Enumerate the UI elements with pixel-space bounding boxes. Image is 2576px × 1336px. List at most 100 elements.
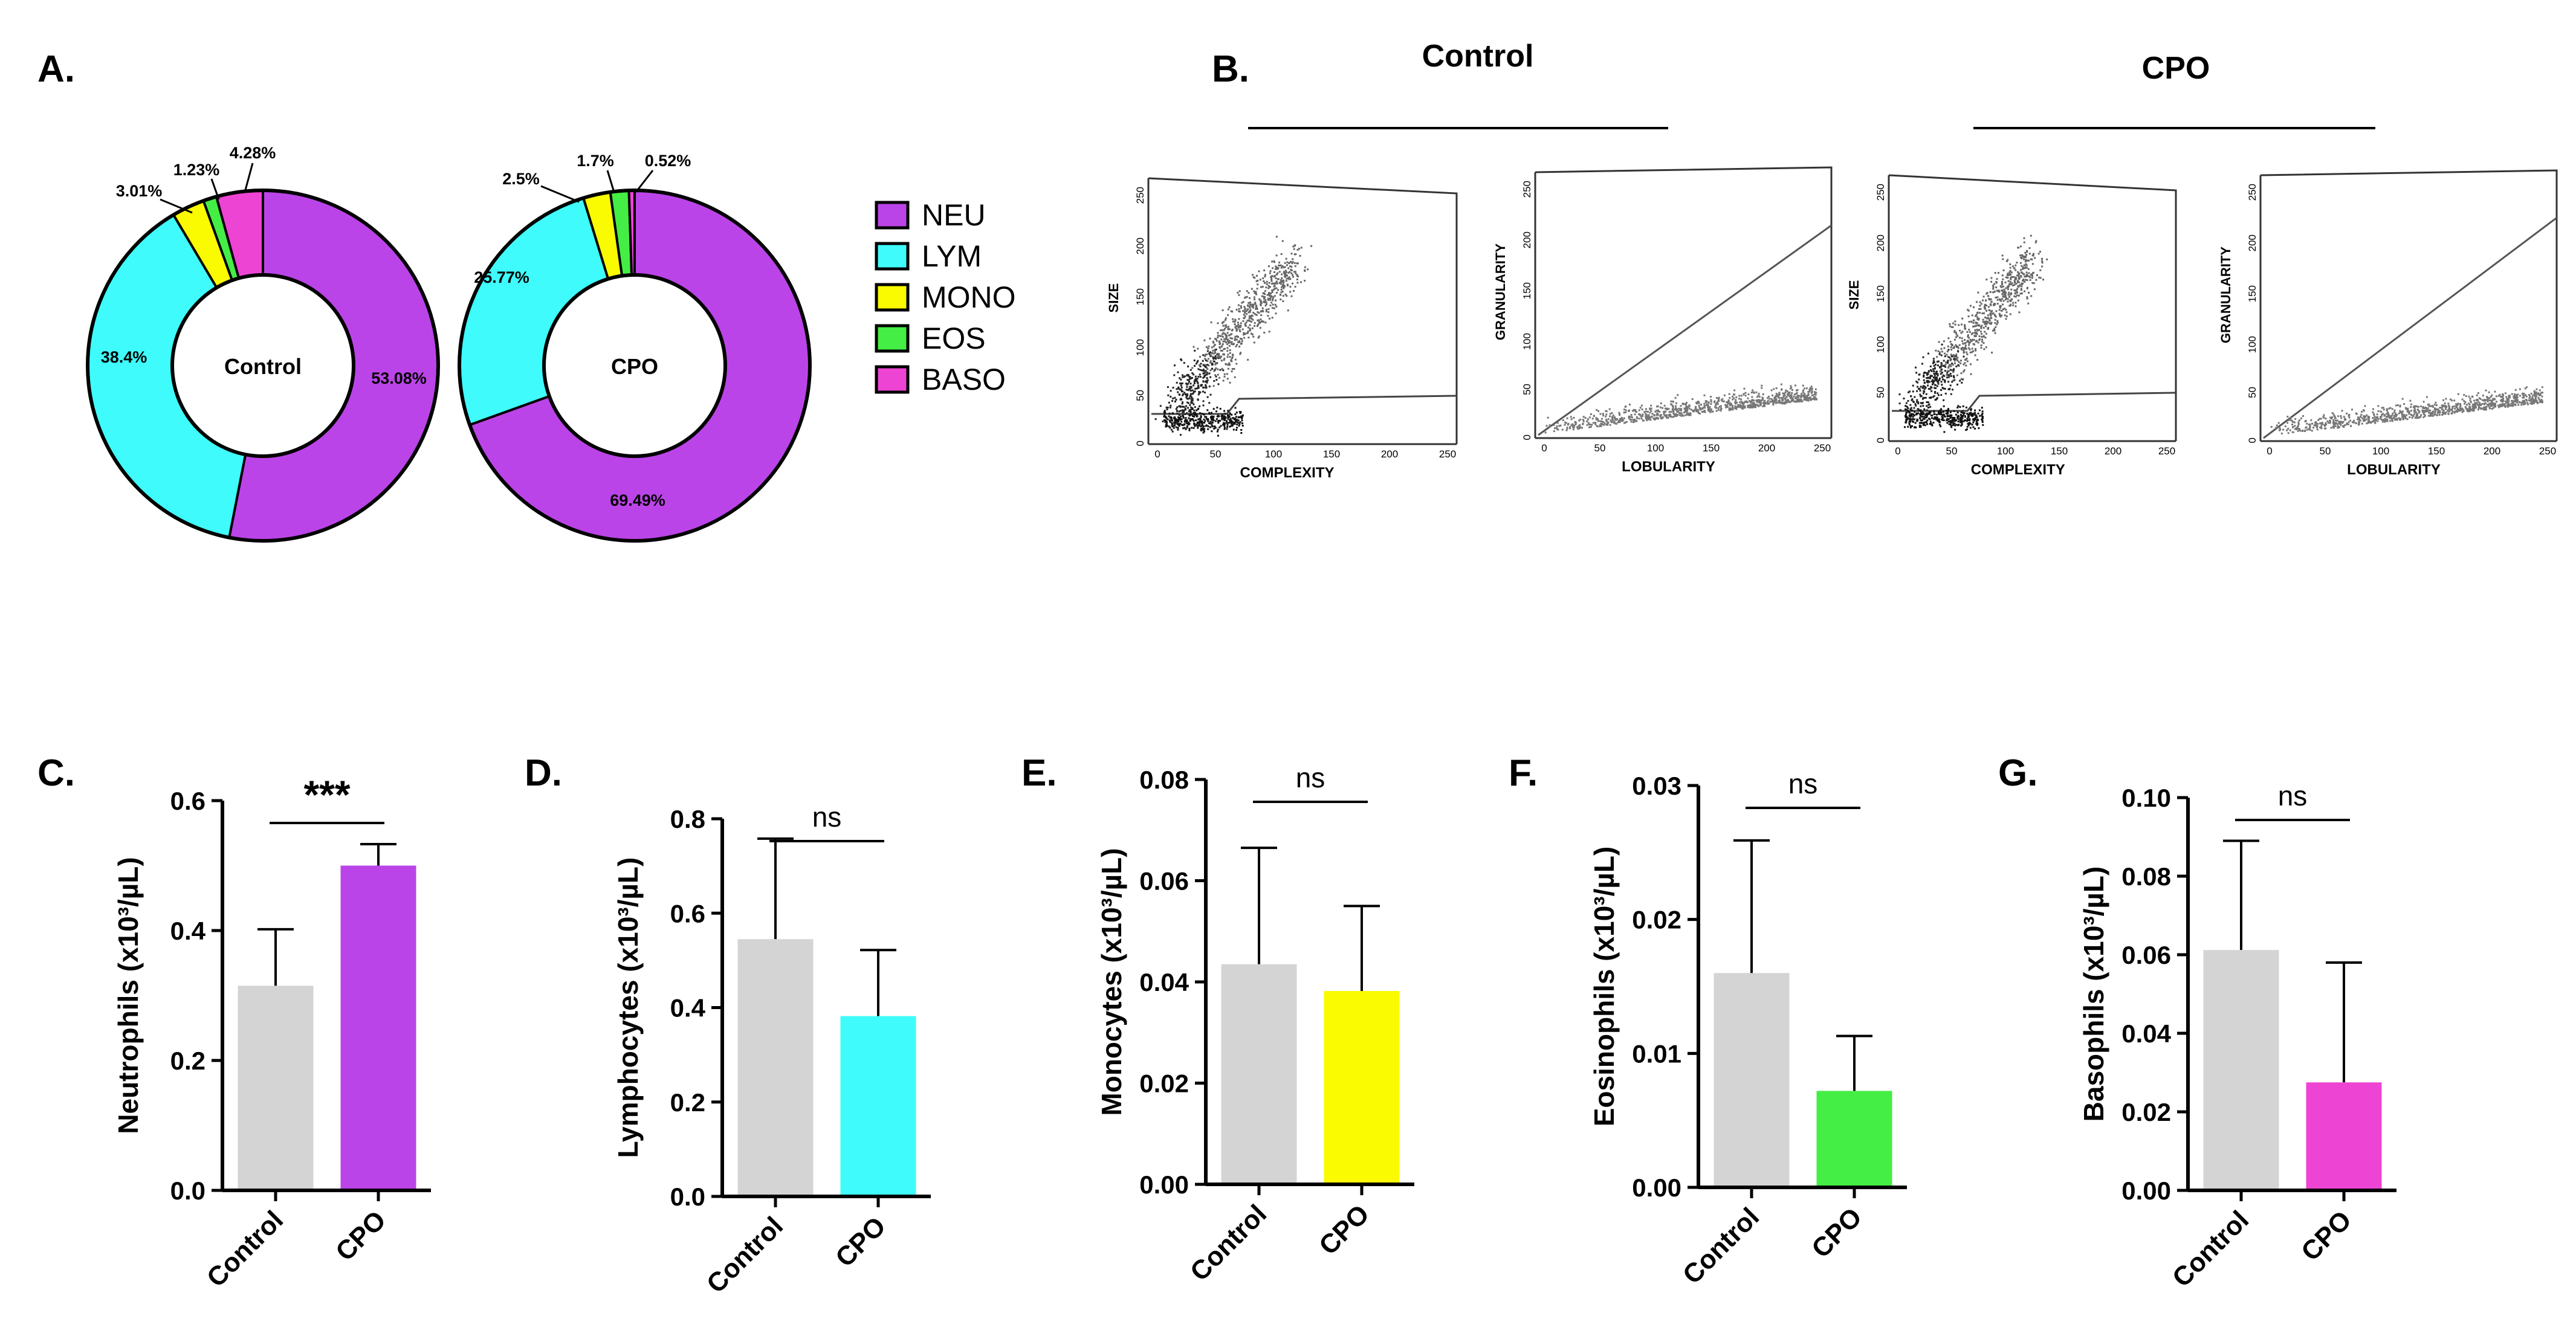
flow-event-dot <box>1223 329 1225 331</box>
flow-event-dot <box>1645 415 1647 418</box>
flow-event-dot <box>1650 410 1652 412</box>
flow-event-dot <box>2479 402 2481 405</box>
flow-event-dot <box>1167 386 1169 389</box>
flow-event-dot <box>1967 422 1969 425</box>
flow-event-dot <box>1975 315 1977 317</box>
flow-event-dot <box>1942 378 1944 381</box>
flow-event-dot <box>2025 264 2028 266</box>
flow-event-dot <box>1946 415 1949 417</box>
flow-event-dot <box>1963 363 1965 366</box>
flow-event-dot <box>2525 394 2527 396</box>
flow-event-dot <box>1969 351 1972 353</box>
flow-event-dot <box>1280 253 1283 255</box>
flow-event-dot <box>1648 418 1651 420</box>
flow-event-dot <box>1231 341 1233 343</box>
flow-event-dot <box>2030 295 2033 297</box>
flow-event-dot <box>1663 413 1665 416</box>
flow-event-dot <box>1660 402 1662 404</box>
flow-event-dot <box>1744 401 1746 403</box>
flow-event-dot <box>1727 399 1730 401</box>
flow-event-dot <box>2016 281 2019 283</box>
flow-event-dot <box>1937 350 1940 352</box>
flow-ylabel: GRANULARITY <box>2218 247 2233 343</box>
flow-event-dot <box>1960 372 1963 375</box>
panel-label-b: B. <box>1212 48 1249 90</box>
flow-event-dot <box>1914 411 1916 413</box>
flow-event-dot <box>2433 413 2436 416</box>
flow-event-dot <box>2342 425 2345 427</box>
flow-event-dot <box>1273 285 1276 287</box>
flow-event-dot <box>1998 312 2001 315</box>
flow-event-dot <box>1180 378 1182 381</box>
flow-event-dot <box>1717 409 1720 411</box>
flow-event-dot <box>1937 418 1940 421</box>
flow-event-dot <box>2026 251 2028 253</box>
flow-event-dot <box>1234 337 1236 340</box>
flow-event-dot <box>1930 396 1932 399</box>
flow-event-dot <box>1223 415 1226 418</box>
flow-event-dot <box>1182 415 1184 416</box>
flow-event-dot <box>1907 425 1909 428</box>
flow-event-dot <box>2338 421 2341 423</box>
flow-event-dot <box>1292 276 1294 278</box>
flow-event-dot <box>1917 401 1919 404</box>
flow-event-dot <box>2005 292 2007 294</box>
flow-xtick-label: 0 <box>1895 445 1900 457</box>
flow-event-dot <box>2322 416 2325 418</box>
flow-event-dot <box>1176 410 1178 412</box>
flow-event-dot <box>1935 364 1937 366</box>
flow-event-dot <box>1808 390 1811 393</box>
flow-event-dot <box>2326 420 2329 422</box>
flow-event-dot <box>1164 411 1167 414</box>
flow-event-dot <box>1740 398 1743 401</box>
flow-event-dot <box>1594 423 1597 425</box>
flow-event-dot <box>1259 327 1261 329</box>
flow-event-dot <box>1947 362 1949 364</box>
flow-event-dot <box>1990 323 1992 325</box>
flow-event-dot <box>1226 356 1229 358</box>
flow-event-dot <box>1645 413 1646 415</box>
flow-event-dot <box>1976 301 1978 303</box>
flow-event-dot <box>2320 423 2323 425</box>
flow-event-dot <box>1710 401 1712 403</box>
flow-event-dot <box>1697 401 1699 403</box>
flow-event-dot <box>2541 386 2543 389</box>
flow-event-dot <box>2374 421 2377 424</box>
flow-event-dot <box>2527 403 2529 405</box>
flow-event-dot <box>1202 427 1204 429</box>
flow-event-dot <box>1194 414 1196 416</box>
flow-event-dot <box>1185 419 1187 421</box>
flow-event-dot <box>1948 415 1950 418</box>
flow-event-dot <box>1787 394 1789 396</box>
flow-event-dot <box>2389 416 2392 418</box>
flow-event-dot <box>1946 410 1948 411</box>
flow-event-dot <box>1191 376 1193 379</box>
flow-event-dot <box>1186 421 1188 422</box>
flow-event-dot <box>1969 419 1971 422</box>
flow-event-dot <box>1199 355 1201 358</box>
flow-event-dot <box>1212 352 1215 355</box>
flow-event-dot <box>1967 340 1969 342</box>
flow-event-dot <box>1221 350 1223 352</box>
flow-event-dot <box>1194 379 1196 381</box>
flow-event-dot <box>1171 425 1174 428</box>
flow-event-dot <box>1799 395 1801 397</box>
flow-event-dot <box>1244 333 1246 335</box>
flow-event-dot <box>1904 415 1906 417</box>
flow-event-dot <box>2319 426 2322 428</box>
flow-event-dot <box>1264 301 1266 303</box>
flow-event-dot <box>1953 418 1956 421</box>
flow-event-dot <box>1173 427 1175 429</box>
flow-event-dot <box>2408 411 2410 414</box>
flow-event-dot <box>1964 339 1966 341</box>
flow-event-dot <box>1274 303 1277 306</box>
flow-event-dot <box>2441 411 2444 413</box>
flow-event-dot <box>2428 403 2430 405</box>
flow-event-dot <box>1286 264 1288 266</box>
flow-event-dot <box>1214 357 1216 359</box>
flow-event-dot <box>1222 379 1225 382</box>
flow-event-dot <box>2015 289 2017 292</box>
flow-event-dot <box>1273 288 1276 290</box>
flow-event-dot <box>1261 286 1264 288</box>
flow-event-dot <box>2404 415 2407 418</box>
